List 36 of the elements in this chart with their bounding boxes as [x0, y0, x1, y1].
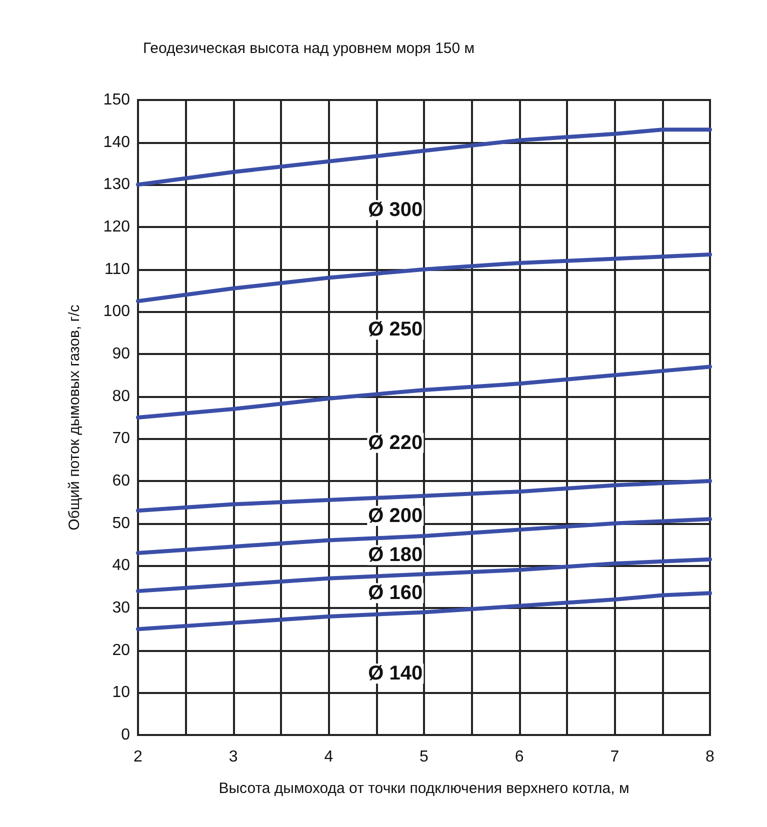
annotation: Ø 220 — [368, 432, 423, 454]
x-tick-label: 7 — [610, 748, 620, 766]
annotation: Ø 250 — [368, 318, 423, 341]
x-axis-title: Высота дымохода от точки подключения верхнего котла, м — [218, 780, 630, 797]
annotation: Ø 160 — [368, 582, 423, 604]
y-tick-label: 60 — [112, 472, 130, 490]
annotation: Ø 200 — [368, 504, 423, 527]
y-tick-label: 30 — [112, 600, 130, 616]
x-tick-label: 4 — [324, 748, 334, 766]
annotation: Ø 300 — [368, 199, 423, 222]
x-tick-label: 6 — [514, 748, 524, 766]
x-tick-label: 2 — [134, 748, 143, 766]
y-tick-label: 70 — [112, 430, 130, 448]
y-tick-label: 100 — [103, 303, 130, 320]
line-series — [136, 364, 712, 420]
y-tick-label: 0 — [121, 726, 130, 744]
y-tick-label: 10 — [112, 684, 130, 702]
y-tick-label: 90 — [112, 346, 130, 362]
y-tick-label: 110 — [104, 260, 130, 278]
y-tick-label: 140 — [103, 134, 130, 151]
x-tick-label: 8 — [706, 748, 715, 766]
chart-title: Геодезическая высота над уровнем моря 150 м — [143, 40, 475, 57]
annotation: Ø 180 — [368, 544, 423, 566]
line-series — [136, 252, 712, 304]
y-axis-title: Общий поток дымовых газов, г/с — [66, 304, 83, 530]
y-tick-label: 40 — [112, 557, 130, 574]
annotation: Ø 140 — [368, 662, 423, 685]
y-tick-label: 80 — [112, 388, 130, 405]
y-tick-label: 50 — [112, 514, 130, 532]
x-tick-label: 3 — [228, 748, 238, 766]
line-series — [136, 128, 712, 187]
y-tick-label: 130 — [103, 176, 130, 194]
y-tick-label: 150 — [103, 92, 130, 108]
x-tick-label: 5 — [420, 748, 429, 766]
y-tick-label: 120 — [103, 218, 130, 236]
y-tick-label: 20 — [112, 642, 130, 659]
